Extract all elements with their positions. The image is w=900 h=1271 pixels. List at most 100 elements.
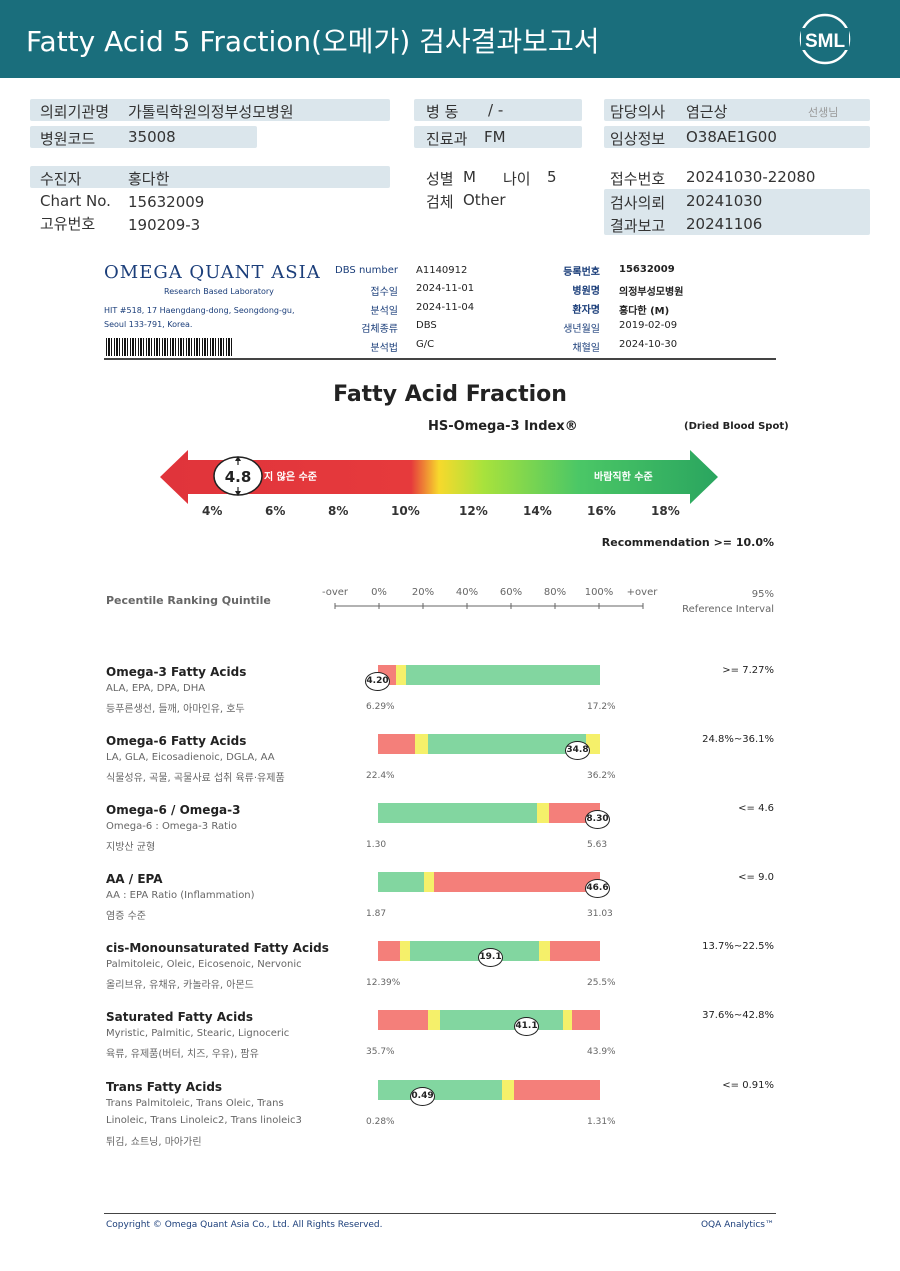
oqa-anal-label: 분석일: [370, 306, 398, 317]
row-min: 35.7%: [366, 1047, 395, 1057]
report-value: 20241106: [686, 215, 763, 233]
row-sub: AA : EPA Ratio (Inflammation): [106, 890, 255, 901]
row-trans: Trans Fatty Acids Trans Palmitoleic, Tra…: [0, 1080, 900, 1155]
row-ref: <= 9.0: [738, 872, 774, 883]
row-name: Trans Fatty Acids: [106, 1080, 223, 1094]
pct-tick-80: 80%: [543, 587, 567, 598]
tick-16: 16%: [587, 504, 616, 518]
code-label: 병원코드: [40, 130, 96, 148]
row-value-marker: 0.49: [410, 1087, 435, 1106]
row-value-marker: 41.1: [514, 1017, 539, 1036]
oqa-meth-label: 분석법: [370, 343, 398, 354]
oqa-kind-label: 검체종류: [361, 324, 398, 335]
oqa-logo-sub: Research Based Laboratory: [164, 287, 274, 296]
oqa-address-2: Seoul 133-791, Korea.: [104, 320, 193, 329]
tick-12: 12%: [459, 504, 488, 518]
row-max: 43.9%: [587, 1047, 616, 1057]
chart-value: 15632009: [128, 193, 205, 211]
row-omega-ratio: Omega-6 / Omega-3 Omega-6 : Omega-3 Rati…: [0, 803, 900, 873]
row-ref: <= 0.91%: [722, 1080, 774, 1091]
oqa-dob-value: 2019-02-09: [619, 320, 678, 331]
row-sub: Palmitoleic, Oleic, Eicosenoic, Nervonic: [106, 959, 302, 970]
row-min: 22.4%: [366, 771, 395, 781]
doctor-suffix: 선생님: [808, 106, 839, 119]
row-name: Omega-6 Fatty Acids: [106, 734, 247, 748]
row-max: 5.63: [587, 840, 608, 850]
footer-brand: OQA Analytics™: [700, 1220, 774, 1230]
row-min: 12.39%: [366, 978, 401, 988]
ward-label: 병 동: [426, 103, 459, 121]
specimen-label: 검체: [426, 193, 454, 211]
sex-label: 성별: [426, 170, 454, 188]
sex-value: M: [463, 168, 476, 186]
recv-label: 접수번호: [610, 170, 666, 188]
dept-label: 진료과: [426, 130, 468, 148]
chart-label: Chart No.: [40, 192, 111, 210]
footer-copyright: Copyright © Omega Quant Asia Co., Ltd. A…: [106, 1220, 383, 1230]
row-min: 0.28%: [366, 1117, 395, 1127]
uid-value: 190209-3: [128, 216, 201, 234]
reference-interval-header: 95% Reference Interval: [682, 589, 774, 615]
oqa-draw-value: 2024-10-30: [619, 339, 678, 350]
row-bar: [378, 803, 600, 823]
ward-value: / -: [488, 101, 504, 119]
row-min: 6.29%: [366, 702, 395, 712]
oqa-meth-value: G/C: [416, 339, 435, 350]
row-sub-2: Linoleic, Trans Linoleic2, Trans linolei…: [106, 1115, 302, 1126]
row-bar: [378, 941, 600, 961]
row-sub: LA, GLA, Eicosadienoic, DGLA, AA: [106, 752, 275, 763]
row-bar: [378, 1010, 600, 1030]
row-sub: Trans Palmitoleic, Trans Oleic, Trans: [106, 1098, 284, 1109]
clinical-value: O38AE1G00: [686, 128, 777, 146]
index-arrow: 4.8 지 않은 수준 바람직한 수준: [160, 450, 718, 504]
high-level-text: 바람직한 수준: [594, 470, 653, 483]
report-title: Fatty Acid 5 Fraction(오메가) 검사결과보고서: [26, 25, 600, 58]
row-max: 17.2%: [587, 702, 616, 712]
row-ref: 24.8%~36.1%: [702, 734, 774, 745]
row-cis-mono: cis-Monounsaturated Fatty Acids Palmitol…: [0, 941, 900, 1011]
row-min: 1.87: [366, 909, 387, 919]
report-label: 결과보고: [610, 217, 666, 235]
tick-8: 8%: [328, 504, 349, 518]
row-food: 올리브유, 유채유, 카놀라유, 아몬드: [106, 980, 254, 991]
patient-value: 홍다한: [128, 170, 170, 188]
row-name: AA / EPA: [106, 872, 163, 886]
recommendation: Recommendation >= 10.0%: [601, 536, 774, 549]
dbs-value: A1140912: [416, 265, 468, 276]
oqa-recv-value: 2024-11-01: [416, 283, 475, 294]
tick-18: 18%: [651, 504, 680, 518]
row-bar: [378, 1080, 600, 1100]
row-sub: Myristic, Palmitic, Stearic, Lignoceric: [106, 1028, 290, 1039]
row-max: 31.03: [587, 909, 613, 919]
hospital-label: 의뢰기관명: [40, 103, 110, 121]
row-sub: ALA, EPA, DPA, DHA: [106, 683, 206, 694]
pct-tick-over-high: +over: [626, 587, 658, 598]
oqa-logo: OMEGA QUANT ASIA: [104, 262, 321, 283]
row-name: Saturated Fatty Acids: [106, 1010, 253, 1024]
dept-value: FM: [484, 128, 506, 146]
patient-label: 수진자: [40, 170, 82, 188]
oqa-hosp-label: 병원명: [572, 286, 600, 297]
row-sub: Omega-6 : Omega-3 Ratio: [106, 821, 238, 832]
oqa-header: OMEGA QUANT ASIA Research Based Laborato…: [104, 258, 776, 360]
dbs-note: (Dried Blood Spot): [684, 421, 789, 432]
row-value-marker: 19.1: [478, 948, 503, 967]
tick-14: 14%: [523, 504, 552, 518]
percentile-axis: [334, 603, 644, 609]
oqa-anal-value: 2024-11-04: [416, 302, 475, 313]
row-min: 1.30: [366, 840, 387, 850]
specimen-value: Other: [463, 191, 506, 209]
row-max: 36.2%: [587, 771, 616, 781]
age-value: 5: [547, 168, 557, 186]
low-level-text: 지 않은 수준: [264, 470, 317, 483]
report-header: Fatty Acid 5 Fraction(오메가) 검사결과보고서 SML: [0, 0, 900, 78]
row-bar: [378, 665, 600, 685]
dbs-label: DBS number: [335, 265, 398, 276]
hs-omega-title: HS-Omega-3 Index®: [428, 419, 578, 434]
code-value: 35008: [128, 128, 176, 146]
row-aa-epa: AA / EPA AA : EPA Ratio (Inflammation) 염…: [0, 872, 900, 942]
row-max: 25.5%: [587, 978, 616, 988]
oqa-reg-value: 15632009: [619, 264, 675, 275]
pct-tick-40: 40%: [455, 587, 479, 598]
row-name: Omega-6 / Omega-3: [106, 803, 241, 817]
